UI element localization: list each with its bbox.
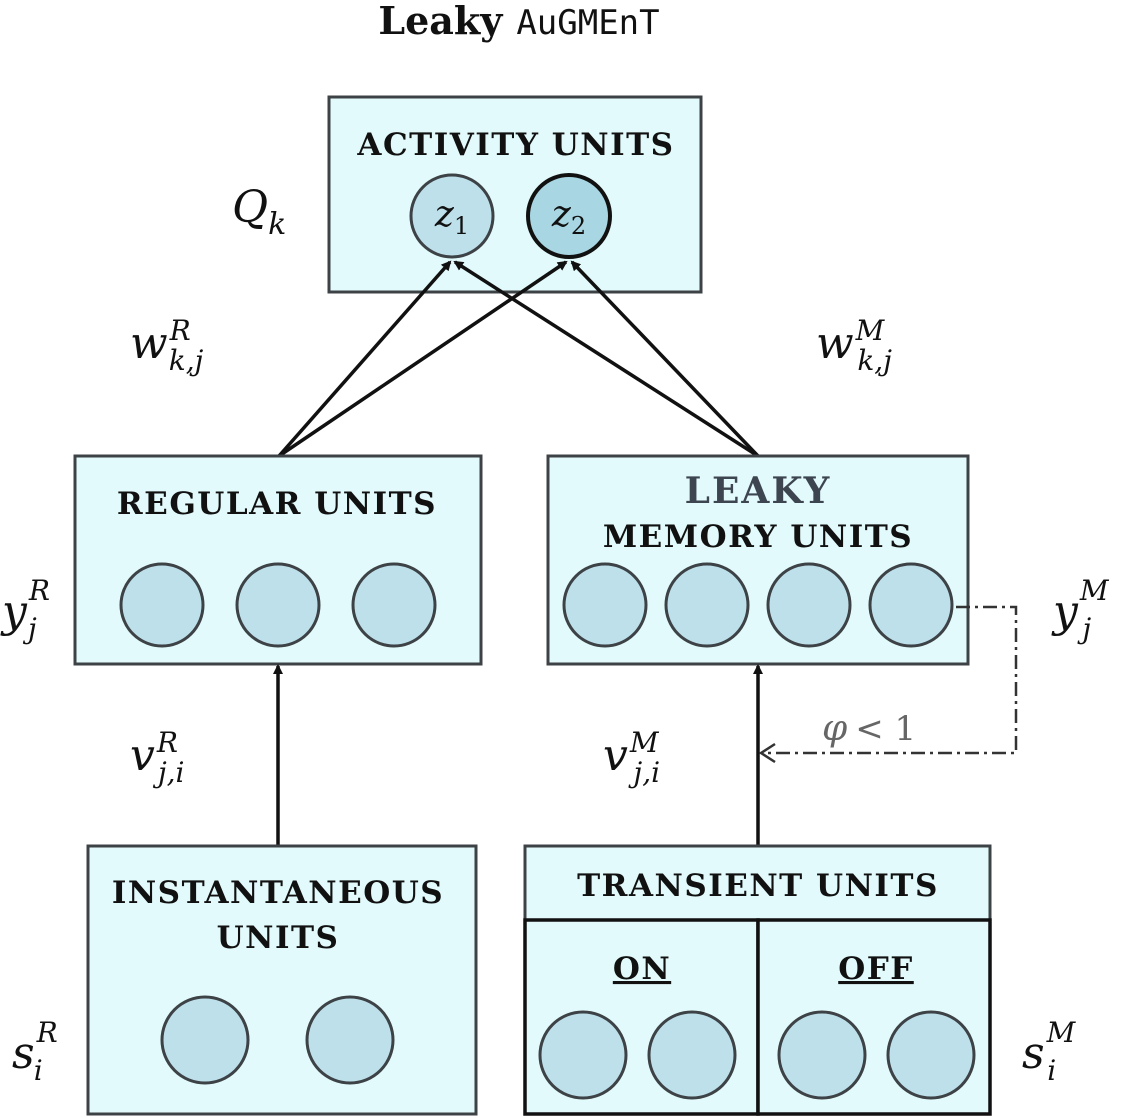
regular-units-label: REGULAR UNITS: [117, 486, 437, 522]
memory-unit-4: [868, 562, 954, 648]
leak-arrowhead: [758, 742, 776, 764]
title-code: AuGMEnT: [516, 3, 659, 43]
connection-memory-to-z1: [453, 260, 759, 458]
instantaneous-units-label-line2: UNITS: [217, 920, 340, 956]
leak-recurrent-connection: [762, 605, 1018, 755]
input-weights-regular-label: vR j,i: [130, 726, 185, 789]
y-regular-label: yR j: [0, 574, 50, 645]
regular-unit-2: [235, 562, 321, 648]
connection-regular-to-z1: [277, 260, 452, 458]
regular-unit-1: [119, 562, 205, 648]
weights-regular-label: wR k,j: [130, 314, 204, 377]
instantaneous-unit-1: [160, 995, 250, 1085]
transient-units-header: [523, 844, 992, 922]
y-memory-label: yM j: [1051, 574, 1110, 645]
instantaneous-unit-2: [305, 995, 395, 1085]
activity-units-box: [327, 95, 703, 294]
weights-memory-label: wM k,j: [816, 314, 892, 377]
memory-unit-1: [562, 562, 648, 648]
diagram-title: Leaky AuGMEnT: [378, 0, 659, 43]
connection-regular-to-z2: [278, 260, 568, 458]
regular-unit-3: [351, 562, 437, 648]
memory-units-label-line2: MEMORY UNITS: [603, 519, 913, 555]
transient-on-unit-2: [647, 1010, 737, 1100]
memory-units-label-line1: LEAKY: [685, 470, 832, 512]
activity-unit-z1-label: z1: [434, 194, 469, 240]
s-memory-label: sM i: [1022, 1016, 1077, 1087]
memory-unit-3: [766, 562, 852, 648]
instantaneous-units-label-line1: INSTANTANEOUS: [112, 875, 444, 911]
memory-unit-2: [664, 562, 750, 648]
q-label: Qk: [232, 182, 286, 242]
title-word: Leaky: [378, 0, 503, 43]
transient-off-unit-2: [886, 1010, 976, 1100]
transient-off-unit-1: [777, 1010, 867, 1100]
transient-off-label: OFF: [838, 951, 914, 987]
transient-units-label: TRANSIENT UNITS: [577, 868, 939, 904]
instantaneous-units-box: [86, 844, 478, 1116]
connection-memory-to-z2: [570, 260, 760, 458]
activity-units-label: ACTIVITY UNITS: [356, 127, 674, 163]
activity-unit-z2: [526, 173, 612, 259]
activity-unit-z1: [409, 173, 495, 259]
activity-unit-z2-label: z2: [551, 194, 586, 240]
leak-label: φ < 1: [822, 708, 916, 749]
s-regular-label: sR i: [12, 1016, 58, 1087]
transient-on-unit-1: [538, 1010, 628, 1100]
transient-on-label: ON: [613, 951, 671, 987]
input-weights-memory-label: vM j,i: [603, 726, 660, 789]
